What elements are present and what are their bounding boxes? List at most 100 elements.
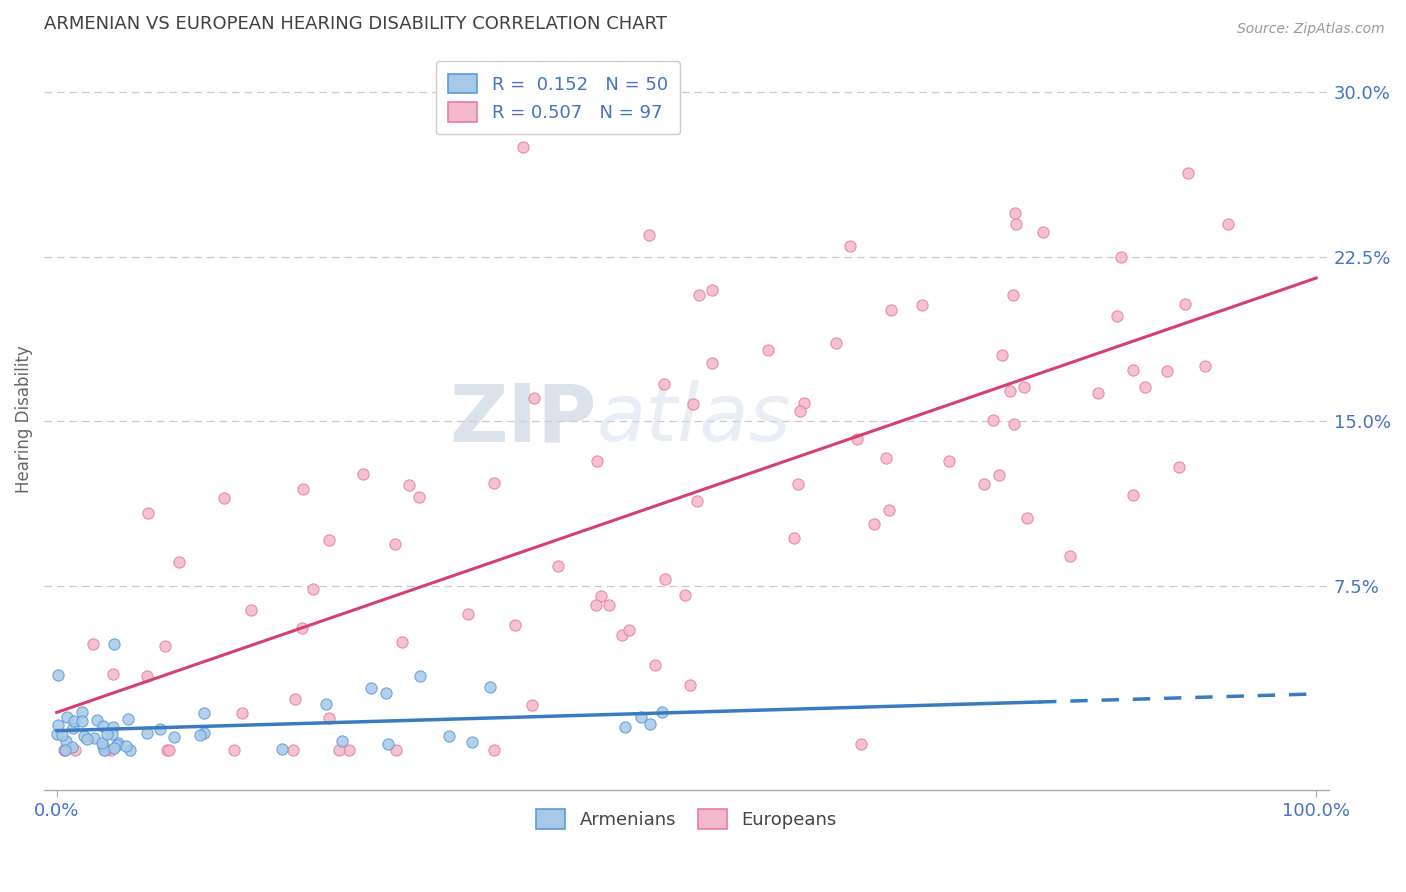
Point	[318, 711, 340, 725]
Point	[153, 639, 176, 653]
Point	[188, 728, 211, 742]
Point	[408, 669, 430, 683]
Point	[239, 603, 262, 617]
Point	[756, 343, 779, 358]
Point	[654, 377, 676, 392]
Point	[391, 635, 413, 649]
Point	[700, 283, 723, 297]
Point	[53, 743, 76, 757]
Point	[163, 731, 186, 745]
Point	[586, 454, 609, 468]
Point	[302, 582, 325, 597]
Point	[375, 686, 398, 700]
Text: ZIP: ZIP	[450, 380, 596, 458]
Point	[101, 727, 124, 741]
Point	[849, 737, 872, 751]
Point	[55, 733, 77, 747]
Point	[167, 555, 190, 569]
Point	[114, 739, 136, 754]
Point	[863, 516, 886, 531]
Point	[385, 743, 408, 757]
Point	[1156, 363, 1178, 377]
Point	[1107, 310, 1129, 324]
Y-axis label: Hearing Disability: Hearing Disability	[15, 345, 32, 493]
Point	[787, 477, 810, 491]
Point	[70, 705, 93, 719]
Point	[339, 743, 361, 757]
Point	[880, 302, 903, 317]
Point	[630, 710, 652, 724]
Point	[83, 731, 105, 745]
Point	[136, 507, 159, 521]
Point	[512, 140, 534, 154]
Point	[291, 483, 314, 497]
Point	[271, 741, 294, 756]
Point	[212, 491, 235, 505]
Point	[93, 739, 115, 753]
Point	[547, 558, 569, 573]
Point	[1017, 511, 1039, 525]
Point	[82, 637, 104, 651]
Point	[284, 691, 307, 706]
Point	[619, 623, 641, 637]
Point	[846, 432, 869, 446]
Point	[1087, 386, 1109, 401]
Point	[328, 743, 350, 757]
Point	[96, 727, 118, 741]
Point	[156, 743, 179, 757]
Point	[457, 607, 479, 621]
Point	[998, 384, 1021, 399]
Point	[100, 743, 122, 757]
Point	[1109, 250, 1132, 264]
Point	[640, 716, 662, 731]
Text: atlas: atlas	[596, 380, 792, 458]
Point	[60, 740, 83, 755]
Point	[56, 710, 79, 724]
Point	[981, 413, 1004, 427]
Point	[51, 728, 73, 742]
Point	[839, 239, 862, 253]
Point	[73, 729, 96, 743]
Point	[700, 355, 723, 369]
Point	[824, 335, 846, 350]
Point	[53, 743, 76, 757]
Point	[613, 720, 636, 734]
Point	[136, 725, 159, 739]
Point	[62, 721, 84, 735]
Point	[281, 743, 304, 757]
Point	[231, 706, 253, 720]
Point	[86, 714, 108, 728]
Point	[679, 678, 702, 692]
Point	[1004, 206, 1026, 220]
Point	[408, 490, 430, 504]
Point	[193, 706, 215, 720]
Point	[911, 298, 934, 312]
Point	[651, 706, 673, 720]
Point	[1167, 459, 1189, 474]
Point	[103, 637, 125, 651]
Point	[654, 572, 676, 586]
Point	[598, 598, 620, 612]
Point	[1133, 380, 1156, 394]
Legend: Armenians, Europeans: Armenians, Europeans	[529, 802, 844, 837]
Point	[224, 743, 246, 757]
Point	[644, 657, 666, 672]
Point	[783, 532, 806, 546]
Point	[682, 397, 704, 411]
Point	[76, 732, 98, 747]
Point	[377, 737, 399, 751]
Point	[585, 598, 607, 612]
Point	[135, 669, 157, 683]
Point	[479, 681, 502, 695]
Point	[1005, 218, 1028, 232]
Point	[193, 726, 215, 740]
Point	[973, 477, 995, 491]
Point	[46, 727, 69, 741]
Point	[46, 717, 69, 731]
Point	[991, 347, 1014, 361]
Point	[673, 588, 696, 602]
Point	[520, 698, 543, 712]
Point	[157, 743, 180, 757]
Point	[1174, 297, 1197, 311]
Point	[482, 475, 505, 490]
